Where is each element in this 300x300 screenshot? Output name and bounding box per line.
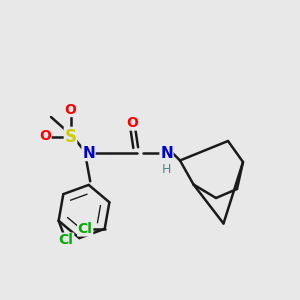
Text: N: N — [82, 146, 95, 160]
Text: Cl: Cl — [59, 233, 74, 247]
Text: H: H — [162, 163, 171, 176]
Text: S: S — [64, 128, 76, 146]
Text: O: O — [126, 116, 138, 130]
Text: O: O — [64, 103, 76, 116]
Text: Cl: Cl — [78, 222, 93, 236]
Text: N: N — [160, 146, 173, 160]
Text: O: O — [39, 130, 51, 143]
